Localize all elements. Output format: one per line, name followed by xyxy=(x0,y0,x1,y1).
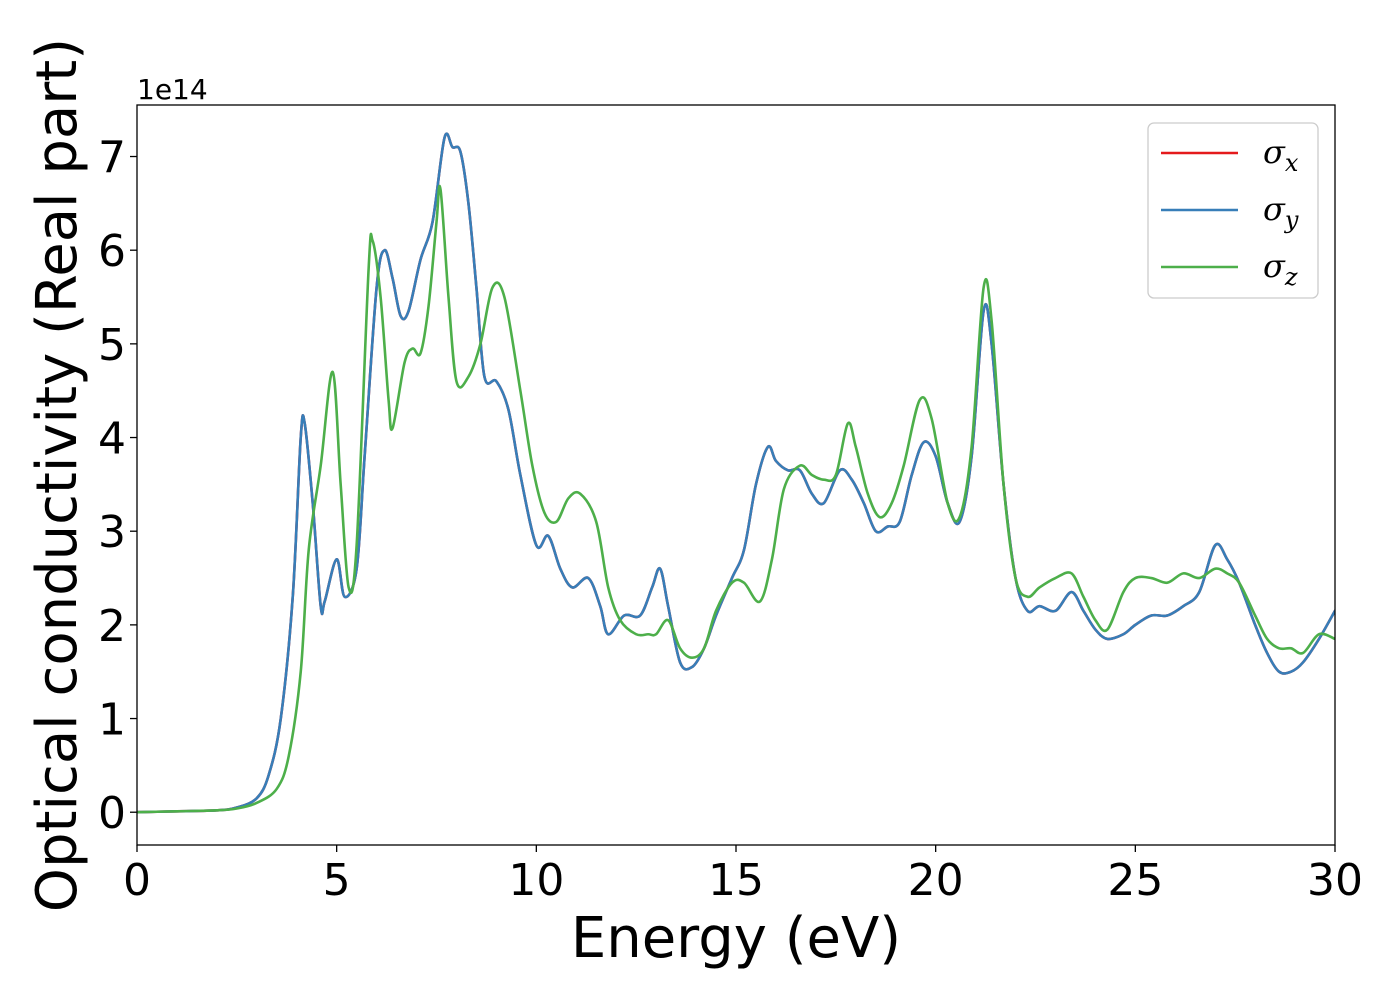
y-tick-label: 4 xyxy=(98,414,126,465)
y-axis-label: Optical conductivity (Real part) xyxy=(25,38,90,912)
x-tick-label: 20 xyxy=(908,855,964,906)
y-tick-label: 3 xyxy=(98,507,126,558)
y-tick-label: 1 xyxy=(98,695,126,746)
y-axis: 0 1 2 3 4 5 6 7 xyxy=(98,133,137,839)
y-tick-label: 2 xyxy=(98,601,126,652)
y-tick-label: 5 xyxy=(98,320,126,371)
x-axis-label: Energy (eV) xyxy=(571,906,901,971)
x-tick-label: 10 xyxy=(508,855,564,906)
legend-label-2: σy xyxy=(1263,190,1299,234)
legend: σx σy σz xyxy=(1147,122,1319,299)
y-offset-label: 1e14 xyxy=(137,73,208,106)
series-layer xyxy=(137,132,1335,814)
y-tick-label: 0 xyxy=(98,788,126,839)
x-tick-label: 30 xyxy=(1307,855,1363,906)
x-tick-label: 0 xyxy=(123,855,151,906)
x-tick-label: 15 xyxy=(708,855,764,906)
series-line-3 xyxy=(137,185,1335,814)
x-tick-label: 5 xyxy=(323,855,351,906)
x-tick-label: 25 xyxy=(1107,855,1163,906)
legend-label-1: σx xyxy=(1263,133,1299,177)
y-tick-label: 6 xyxy=(98,226,126,277)
y-tick-label: 7 xyxy=(98,133,126,184)
x-axis: 0 5 10 15 20 25 30 xyxy=(123,845,1363,906)
legend-label-3: σz xyxy=(1263,247,1298,291)
